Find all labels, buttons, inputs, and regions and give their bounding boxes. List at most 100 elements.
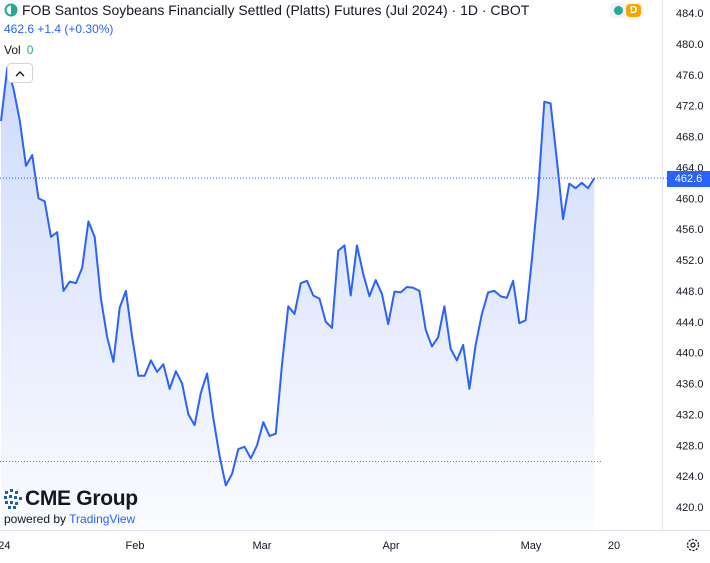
data-point (418, 290, 420, 292)
data-point (593, 177, 595, 179)
data-point (12, 87, 14, 89)
y-tick-label: 420.0 (676, 502, 704, 514)
data-point (206, 372, 208, 374)
x-tick-label: Feb (126, 540, 145, 552)
x-tick-label: 20 (608, 540, 620, 552)
x-tick-label: 2024 (0, 540, 10, 552)
y-tick-label: 456.0 (676, 224, 704, 236)
data-point (474, 344, 476, 346)
data-point (81, 267, 83, 269)
data-point (375, 279, 377, 281)
data-point (150, 359, 152, 361)
data-point (175, 370, 177, 372)
data-point (456, 359, 458, 361)
data-point (25, 165, 27, 167)
y-tick-label: 484.0 (676, 8, 704, 20)
last-price-tag: 462.6 (667, 171, 710, 187)
data-point (56, 231, 58, 233)
cme-group-logo[interactable]: CME Group powered by TradingView (4, 487, 138, 526)
data-point (337, 250, 339, 252)
data-point (574, 187, 576, 189)
x-tick-label: Apr (382, 540, 399, 552)
data-point (368, 295, 370, 297)
data-point (518, 322, 520, 324)
powered-by-text: powered by TradingView (4, 512, 138, 526)
data-point (312, 294, 314, 296)
y-tick-label: 452.0 (676, 255, 704, 267)
data-point (275, 432, 277, 434)
data-point (537, 192, 539, 194)
y-tick-label: 472.0 (676, 101, 704, 113)
data-point (243, 446, 245, 448)
data-point (493, 290, 495, 292)
data-point (356, 244, 358, 246)
data-point (187, 413, 189, 415)
y-tick-label: 460.0 (676, 193, 704, 205)
data-point (350, 294, 352, 296)
data-point (512, 280, 514, 282)
y-tick-label: 436.0 (676, 379, 704, 391)
data-point (87, 220, 89, 222)
y-tick-label: 468.0 (676, 132, 704, 144)
data-point (412, 287, 414, 289)
data-point (162, 363, 164, 365)
data-point (50, 236, 52, 238)
data-point (125, 290, 127, 292)
data-point (131, 336, 133, 338)
data-point (431, 345, 433, 347)
data-point (218, 455, 220, 457)
data-point (468, 388, 470, 390)
data-delay-badge: D (626, 4, 642, 17)
data-point (293, 313, 295, 315)
data-point (31, 154, 33, 156)
data-point (581, 182, 583, 184)
data-point (325, 321, 327, 323)
data-point (524, 319, 526, 321)
data-point (37, 197, 39, 199)
data-point (112, 361, 114, 363)
data-point (106, 336, 108, 338)
data-point (568, 182, 570, 184)
data-point (231, 473, 233, 475)
data-point (318, 297, 320, 299)
y-tick-label: 428.0 (676, 440, 704, 452)
data-point (443, 305, 445, 307)
data-point (531, 259, 533, 261)
data-point (306, 280, 308, 282)
data-point (137, 375, 139, 377)
data-point (168, 388, 170, 390)
tradingview-link[interactable]: TradingView (69, 512, 136, 526)
symbol-logo-icon (4, 3, 18, 17)
data-point (156, 371, 158, 373)
symbol-title[interactable]: FOB Santos Soybeans Financially Settled … (22, 2, 530, 18)
data-point (437, 336, 439, 338)
data-point (250, 457, 252, 459)
volume-legend[interactable]: Vol 0 (4, 43, 33, 57)
collapse-legend-button[interactable] (7, 63, 33, 83)
data-point (331, 327, 333, 329)
y-tick-label: 424.0 (676, 471, 704, 483)
data-point (424, 328, 426, 330)
data-point (406, 286, 408, 288)
data-point (44, 200, 46, 202)
data-point (237, 448, 239, 450)
data-point (281, 363, 283, 365)
data-point (193, 424, 195, 426)
data-point (587, 187, 589, 189)
data-point (549, 102, 551, 104)
cme-brand-text: CME Group (25, 487, 138, 510)
data-point (487, 291, 489, 293)
data-point (399, 291, 401, 293)
data-point (268, 435, 270, 437)
data-point (499, 295, 501, 297)
market-status-badge[interactable]: D (610, 3, 644, 18)
data-point (543, 101, 545, 103)
data-point (143, 375, 145, 377)
data-point (393, 290, 395, 292)
data-point (562, 218, 564, 220)
gear-icon[interactable] (686, 538, 700, 552)
price-line (0, 66, 596, 487)
data-point (62, 290, 64, 292)
